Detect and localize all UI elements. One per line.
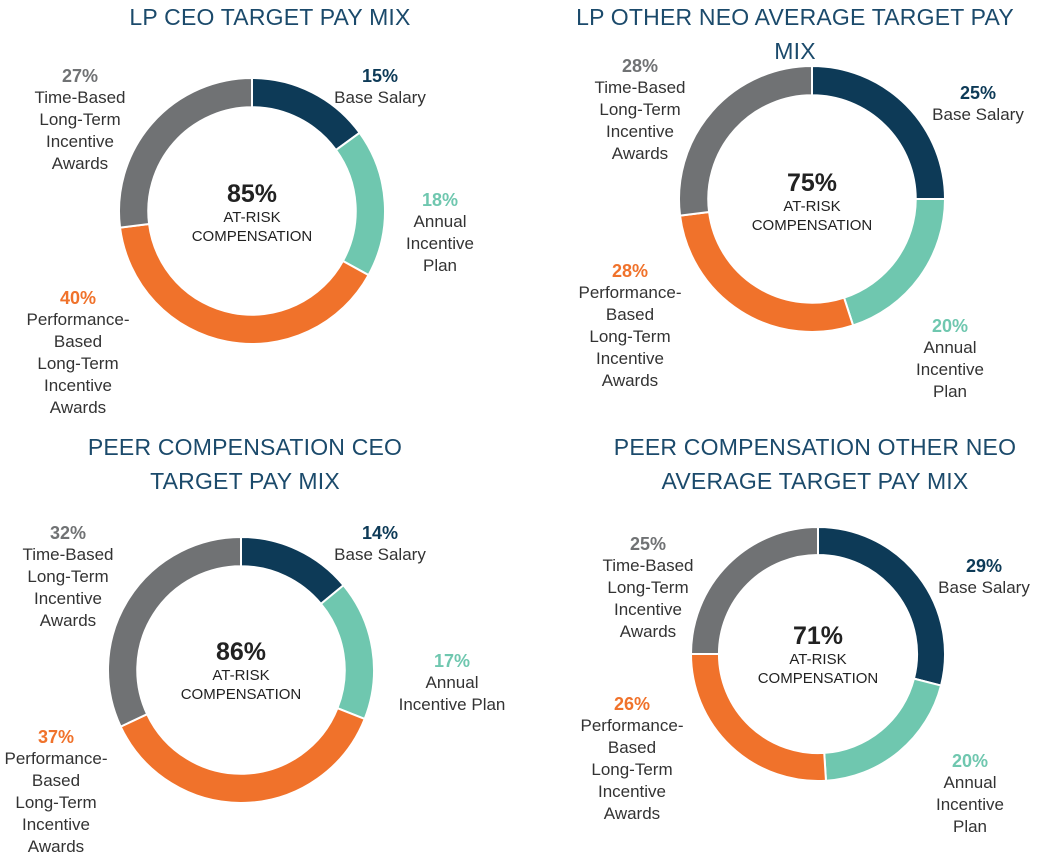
slice-text: Base Salary: [334, 88, 426, 107]
chart-title-peer-ceo: PEER COMPENSATION CEO TARGET PAY MIX: [87, 434, 403, 494]
slice-label-annual-incentive: 20% Annual Incentive Plan: [890, 293, 1010, 403]
slice-label-annual-incentive: 18% Annual Incentive Plan: [375, 167, 505, 277]
slice-text: Base Salary: [334, 545, 426, 564]
pay-mix-figure: LP CEO TARGET PAY MIX 85% AT-RISK COMPEN…: [5, 4, 1043, 856]
slice-pct: 37%: [37, 727, 75, 747]
center-line-2: COMPENSATION: [757, 670, 879, 687]
slice-pct: 40%: [59, 288, 97, 308]
center-line-2: COMPENSATION: [180, 686, 302, 703]
slice-pct: 26%: [613, 694, 651, 714]
slice-label-time-based: 27% Time-Based Long-Term Incentive Awards: [20, 43, 140, 175]
slice-pct: 25%: [629, 534, 667, 554]
slice-label-base-salary: 14% Base Salary: [310, 500, 450, 566]
slice-text: Annual Incentive Plan: [405, 212, 475, 275]
slice-text: Time-Based Long-Term Incentive Awards: [22, 545, 114, 630]
slice-label-performance-based: 40% Performance- Based Long-Term Incentiv…: [8, 265, 148, 419]
slice-label-annual-incentive: 17% Annual Incentive Plan: [382, 628, 522, 716]
slice-text: Time-Based Long-Term Incentive Awards: [594, 78, 686, 163]
slice-text: Annual Incentive Plan: [398, 673, 506, 714]
slice-label-performance-based: 28% Performance- Based Long-Term Incentiv…: [560, 238, 700, 392]
slice-text: Base Salary: [938, 578, 1030, 597]
chart-title-lp-ceo: LP CEO TARGET PAY MIX: [129, 4, 411, 30]
slice-text: Performance- Based Long-Term Incentive A…: [26, 310, 130, 417]
center-label-lp-ceo: 85% AT-RISK COMPENSATION: [182, 180, 322, 246]
center-line-1: AT-RISK: [212, 667, 270, 684]
slice-pct: 27%: [61, 66, 99, 86]
slice-label-performance-based: 26% Performance- Based Long-Term Incentiv…: [562, 671, 702, 825]
donut-slice-annual-incentive: [319, 583, 375, 721]
center-pct: 71%: [792, 622, 844, 650]
chart-title-peer-other-neo: PEER COMPENSATION OTHER NEO AVERAGE TARG…: [613, 434, 1017, 494]
slice-text: Time-Based Long-Term Incentive Awards: [602, 556, 694, 641]
center-line-1: AT-RISK: [789, 651, 847, 668]
slice-pct: 18%: [421, 190, 459, 210]
slice-text: Performance- Based Long-Term Incentive A…: [578, 283, 682, 390]
slice-pct: 32%: [49, 523, 87, 543]
slice-text: Annual Incentive Plan: [915, 338, 985, 401]
donut-slice-performance-based: [119, 706, 366, 804]
slice-label-time-based: 32% Time-Based Long-Term Incentive Awards: [8, 500, 128, 632]
slice-label-base-salary: 29% Base Salary: [924, 533, 1043, 599]
slice-text: Performance- Based Long-Term Incentive A…: [580, 716, 684, 823]
slice-text: Base Salary: [932, 105, 1024, 124]
slice-label-base-salary: 25% Base Salary: [918, 60, 1038, 126]
donut-slice-time-based: [118, 76, 253, 229]
slice-label-time-based: 28% Time-Based Long-Term Incentive Awards: [580, 33, 700, 165]
slice-pct: 29%: [965, 556, 1003, 576]
center-line-1: AT-RISK: [783, 198, 841, 215]
donut-slice-time-based: [107, 535, 242, 728]
center-pct: 86%: [215, 638, 267, 666]
donut-peer-other-neo: [689, 525, 946, 782]
slice-pct: 17%: [433, 651, 471, 671]
slice-pct: 20%: [951, 751, 989, 771]
slice-pct: 28%: [611, 261, 649, 281]
donut-lp-other-neo: [678, 64, 947, 333]
donut-slice-time-based: [678, 64, 813, 217]
slice-label-time-based: 25% Time-Based Long-Term Incentive Awards: [588, 511, 708, 643]
center-label-peer-ceo: 86% AT-RISK COMPENSATION: [171, 638, 311, 704]
chart-title-lp-other-neo: LP OTHER NEO AVERAGE TARGET PAY MIX: [576, 4, 1014, 64]
center-label-lp-other-neo: 75% AT-RISK COMPENSATION: [742, 169, 882, 235]
donut-peer-ceo: [107, 535, 375, 804]
donut-lp-ceo: [118, 76, 386, 345]
slice-pct: 15%: [361, 66, 399, 86]
slice-label-performance-based: 37% Performance- Based Long-Term Incentiv…: [0, 704, 124, 858]
donut-slice-time-based: [689, 525, 819, 655]
slice-label-base-salary: 15% Base Salary: [310, 43, 450, 109]
slice-pct: 20%: [931, 316, 969, 336]
slice-text: Performance- Based Long-Term Incentive A…: [4, 749, 108, 856]
center-line-2: COMPENSATION: [751, 217, 873, 234]
center-line-1: AT-RISK: [223, 209, 281, 226]
center-pct: 85%: [226, 180, 278, 208]
center-line-2: COMPENSATION: [191, 228, 313, 245]
slice-pct: 14%: [361, 523, 399, 543]
slice-pct: 28%: [621, 56, 659, 76]
slice-text: Annual Incentive Plan: [935, 773, 1005, 836]
slice-text: Time-Based Long-Term Incentive Awards: [34, 88, 126, 173]
center-pct: 75%: [786, 169, 838, 197]
center-label-peer-other-neo: 71% AT-RISK COMPENSATION: [748, 622, 888, 688]
slice-pct: 25%: [959, 83, 997, 103]
slice-label-annual-incentive: 20% Annual Incentive Plan: [910, 728, 1030, 838]
